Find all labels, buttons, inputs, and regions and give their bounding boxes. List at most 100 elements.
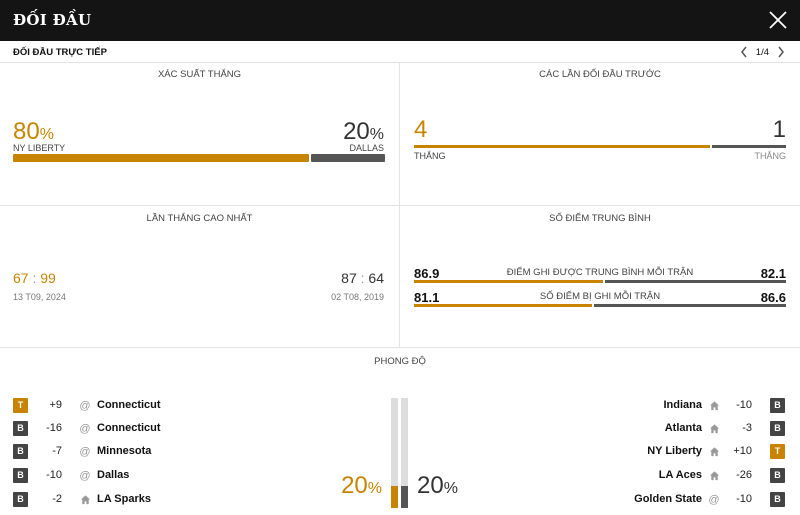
score-diff: -10 <box>736 493 752 505</box>
away-icon: @ <box>79 470 91 482</box>
away-icon: @ <box>708 494 720 506</box>
form-right-pct: 20% <box>417 472 458 500</box>
biggest-win-left-score: 67 : 99 <box>13 270 56 286</box>
form-right-pct-unit: % <box>443 480 458 497</box>
biggest-win-left-date: 13 T09, 2024 <box>13 292 66 302</box>
avg-left-value: 81.1 <box>414 290 440 305</box>
result-badge: B <box>770 398 785 413</box>
form-left-pct: 20% <box>341 472 382 500</box>
result-badge: B <box>770 468 785 483</box>
opponent-team: Indiana <box>663 399 702 411</box>
score-diff: -10 <box>736 399 752 411</box>
result-badge: B <box>13 468 28 483</box>
away-icon: @ <box>79 446 91 458</box>
win-prob-left-value: 80% <box>13 118 54 146</box>
divider <box>0 205 800 206</box>
opponent-team: NY Liberty <box>647 445 702 457</box>
score-a: 87 <box>341 270 357 286</box>
pager-text: 1/4 <box>755 46 769 58</box>
form-right-pct-number: 20 <box>417 472 444 499</box>
previous-left-label: THẮNG <box>414 151 446 161</box>
score-a: 67 <box>13 270 29 286</box>
avg-bar-right <box>605 280 786 283</box>
previous-bar-left <box>414 145 710 148</box>
home-venue <box>79 494 91 506</box>
score-diff: -10 <box>46 469 62 481</box>
result-badge: B <box>770 421 785 436</box>
form-right-column-fill <box>401 486 408 508</box>
score-diff: +9 <box>49 399 62 411</box>
opponent-team: Atlanta <box>664 422 702 434</box>
subheader: ĐỐI ĐẦU TRỰC TIẾP 1/4 <box>0 41 800 63</box>
opponent-team: Connecticut <box>97 422 161 434</box>
chevron-right-icon[interactable] <box>776 45 786 59</box>
win-prob-bar-right <box>311 154 385 162</box>
previous-title: CÁC LẦN ĐỐI ĐẦU TRƯỚC <box>539 69 661 80</box>
result-badge: T <box>13 398 28 413</box>
result-badge: B <box>13 492 28 507</box>
home-icon <box>709 424 719 434</box>
close-icon[interactable] <box>766 8 790 32</box>
away-icon: @ <box>79 400 91 412</box>
avg-row-label: SỐ ĐIỂM BỊ GHI MỖI TRẬN <box>539 291 661 302</box>
home-venue <box>708 446 720 458</box>
biggest-win-title: LẦN THẮNG CAO NHẤT <box>146 213 253 224</box>
opponent-team: Golden State <box>634 493 702 505</box>
score-b: 99 <box>40 270 56 286</box>
form-title: PHONG ĐỘ <box>374 356 426 367</box>
win-prob-right-team: DALLAS <box>349 143 384 153</box>
previous-right-label: THẮNG <box>754 151 787 161</box>
form-left-column <box>391 398 398 508</box>
avg-bar-left <box>414 304 592 307</box>
opponent-team: LA Aces <box>658 469 702 481</box>
result-badge: T <box>770 444 785 459</box>
subheader-label: ĐỐI ĐẦU TRỰC TIẾP <box>13 47 107 58</box>
score-b: 64 <box>368 270 384 286</box>
form-left-pct-unit: % <box>367 480 382 497</box>
previous-left-value: 4 <box>414 116 428 143</box>
score-diff: -16 <box>46 422 62 434</box>
home-icon <box>709 471 719 481</box>
win-prob-right-unit: % <box>369 126 384 143</box>
opponent-team: Minnesota <box>97 445 152 457</box>
result-badge: B <box>13 421 28 436</box>
score-diff: -3 <box>742 422 752 434</box>
win-prob-left-unit: % <box>39 126 54 143</box>
opponent-team: Dallas <box>97 469 130 481</box>
home-venue <box>708 423 720 435</box>
biggest-win-right-date: 02 T08, 2019 <box>331 292 384 302</box>
chevron-left-icon[interactable] <box>739 45 749 59</box>
win-prob-title: XÁC SUẤT THẮNG <box>157 69 242 80</box>
opponent-team: Connecticut <box>97 399 161 411</box>
win-prob-right-number: 20 <box>343 118 370 145</box>
home-icon <box>709 447 719 457</box>
avg-left-value: 86.9 <box>414 266 440 281</box>
modal-header: ĐỐI ĐẦU <box>0 0 800 41</box>
home-venue <box>708 470 720 482</box>
score-sep: : <box>32 270 37 286</box>
avg-points-title: SỐ ĐIỂM TRUNG BÌNH <box>549 213 651 224</box>
avg-right-value: 86.6 <box>760 290 786 305</box>
form-left-pct-number: 20 <box>341 472 368 499</box>
form-right-column <box>401 398 408 508</box>
divider <box>399 63 400 205</box>
form-left-column-fill <box>391 486 398 508</box>
score-diff: -26 <box>736 469 752 481</box>
pager: 1/4 <box>739 44 786 60</box>
divider <box>0 347 800 348</box>
score-sep: : <box>360 270 365 286</box>
result-badge: B <box>13 444 28 459</box>
modal-title: ĐỐI ĐẦU <box>13 11 92 29</box>
opponent-team: LA Sparks <box>97 493 152 505</box>
home-icon <box>709 401 719 411</box>
score-diff: -7 <box>52 445 62 457</box>
home-icon <box>80 495 90 505</box>
divider <box>399 206 400 347</box>
result-badge: B <box>770 492 785 507</box>
win-prob-bar-left <box>13 154 309 162</box>
away-icon: @ <box>79 423 91 435</box>
home-venue <box>708 400 720 412</box>
win-prob-left-team: NY LIBERTY <box>13 143 66 153</box>
previous-right-value: 1 <box>772 116 786 143</box>
win-prob-right-value: 20% <box>343 118 384 146</box>
